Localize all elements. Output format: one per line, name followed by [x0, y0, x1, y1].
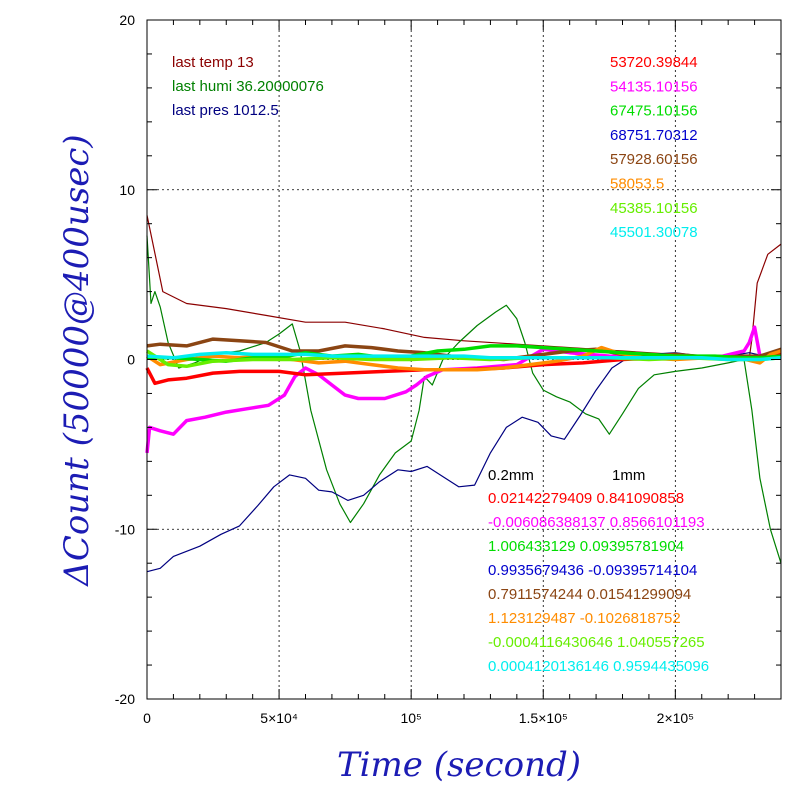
env-label: last pres 1012.5	[172, 102, 279, 119]
env-label: last humi 36.20000076	[172, 78, 324, 95]
series-value-label: 68751.70312	[610, 127, 698, 144]
coefficient-label: 1.123129487 -0.1026818752	[488, 610, 681, 627]
coef-header-2: 1mm	[612, 467, 645, 484]
series-line-0	[146, 215, 782, 359]
coefficient-label: 0.02142279409 0.841090858	[488, 490, 684, 507]
series-value-label: 58053.5	[610, 176, 664, 193]
env-label: last temp 13	[172, 54, 254, 71]
y-tick-label: 20	[119, 12, 135, 28]
x-tick-label: 0	[143, 710, 151, 726]
y-tick-label: -20	[115, 691, 135, 707]
x-tick-label: 10⁵	[400, 710, 421, 726]
coef-header-1: 0.2mm	[488, 467, 534, 484]
tick-labels: 0 5×10⁴ 10⁵ 1.5×10⁵ 2×10⁵ 20 10 0 -10 -20	[115, 12, 694, 726]
series-line-9	[146, 350, 782, 362]
coefficient-label: 1.006433129 0.09395781904	[488, 538, 684, 555]
series-value-label: 45501.30078	[610, 224, 698, 241]
y-tick-label: 0	[127, 352, 135, 368]
coefficient-label: 0.7911574244 0.01541299094	[488, 586, 691, 603]
series-value-label: 45385.10156	[610, 200, 698, 217]
y-tick-label: -10	[115, 521, 135, 537]
x-tick-label: 2×10⁵	[657, 710, 694, 726]
coefficient-label: 0.9935679436 -0.09395714104	[488, 562, 697, 579]
series-value-label: 54135.10156	[610, 78, 698, 95]
coefficient-label: 0.0004120136146 0.9594435096	[488, 658, 709, 675]
series-value-label: 53720.39844	[610, 54, 698, 71]
x-axis-label: Time (second)	[337, 745, 581, 785]
x-tick-label: 5×10⁴	[260, 710, 298, 726]
x-tick-label: 1.5×10⁵	[519, 710, 568, 726]
series-line-2	[146, 352, 782, 573]
coefficient-label: -0.0004116430646 1.040557265	[488, 634, 705, 651]
series-value-label: 57928.60156	[610, 151, 698, 168]
y-tick-label: 10	[119, 182, 135, 198]
series-line-3	[145, 325, 782, 454]
coefficient-label: -0.006086388137 0.8566101193	[488, 514, 705, 531]
annotations: last temp 13 last humi 36.20000076 last pr…	[172, 54, 709, 675]
series-lines	[145, 215, 782, 573]
axis-ticks	[146, 19, 782, 700]
series-value-label: 67475.10156	[610, 103, 698, 120]
y-axis-label: ΔCount (50000@400usec)	[57, 134, 97, 587]
